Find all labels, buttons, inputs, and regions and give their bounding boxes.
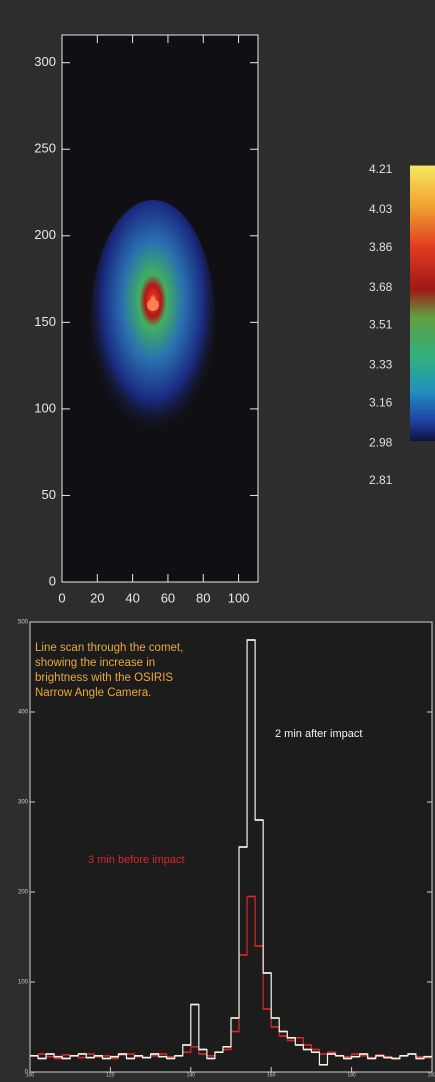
x-tick-label: 100 [26,1072,35,1077]
x-tick-label: 120 [106,1072,115,1077]
colorbar-tick-label: 3.86 [369,240,393,254]
series-label: 3 min before impact [88,854,185,866]
plot-frame [61,34,259,583]
y-tick-label: 100 [34,400,56,415]
step-outline [30,639,432,1066]
x-tick-label: 60 [161,590,175,605]
y-tick-label: 500 [18,620,29,626]
y-tick-label: 200 [18,890,29,896]
colorbar-tick-label: 4.03 [369,202,393,216]
comet-image [91,200,215,440]
plot-background [30,622,432,1072]
y-tick-label: 200 [34,227,56,242]
x-tick-label: 100 [228,590,250,605]
colorbar [410,165,435,442]
x-tick-label: 40 [125,590,139,605]
x-tick-label: 80 [196,590,210,605]
colorbar-tick-label: 3.68 [369,280,393,294]
y-tick-label: 0 [25,1070,29,1076]
y-tick-label: 400 [18,710,29,716]
colorbar-tick-label: 2.81 [369,473,393,487]
x-tick-label: 20 [90,590,104,605]
y-tick-label: 300 [34,54,56,69]
x-tick-label: 140 [187,1072,196,1077]
colorbar-tick-label: 4.21 [369,162,393,176]
y-tick-label: 100 [18,980,29,986]
x-tick-label: 160 [267,1072,276,1077]
plot-frame [29,621,433,1073]
annotation: brightness with the OSIRIS [35,672,173,684]
y-tick-label: 300 [18,800,29,806]
comet-nucleus [147,299,159,311]
x-tick-label: 180 [347,1072,356,1077]
annotation: showing the increase in [35,657,155,669]
x-tick-label: 0 [58,590,65,605]
x-tick-label: 200 [428,1072,435,1077]
colorbar-tick-label: 3.33 [369,358,393,372]
y-tick-label: 150 [34,314,56,329]
annotation: Line scan through the comet, [35,642,183,654]
colorbar-tick-label: 3.16 [369,395,393,409]
series-label: 2 min after impact [275,728,362,740]
y-tick-label: 250 [34,141,56,156]
annotation: Narrow Angle Camera. [35,687,151,699]
y-tick-label: 0 [49,573,56,588]
colorbar-tick-label: 2.98 [369,435,393,449]
y-tick-label: 50 [42,487,56,502]
colorbar-tick-label: 3.51 [369,318,393,332]
